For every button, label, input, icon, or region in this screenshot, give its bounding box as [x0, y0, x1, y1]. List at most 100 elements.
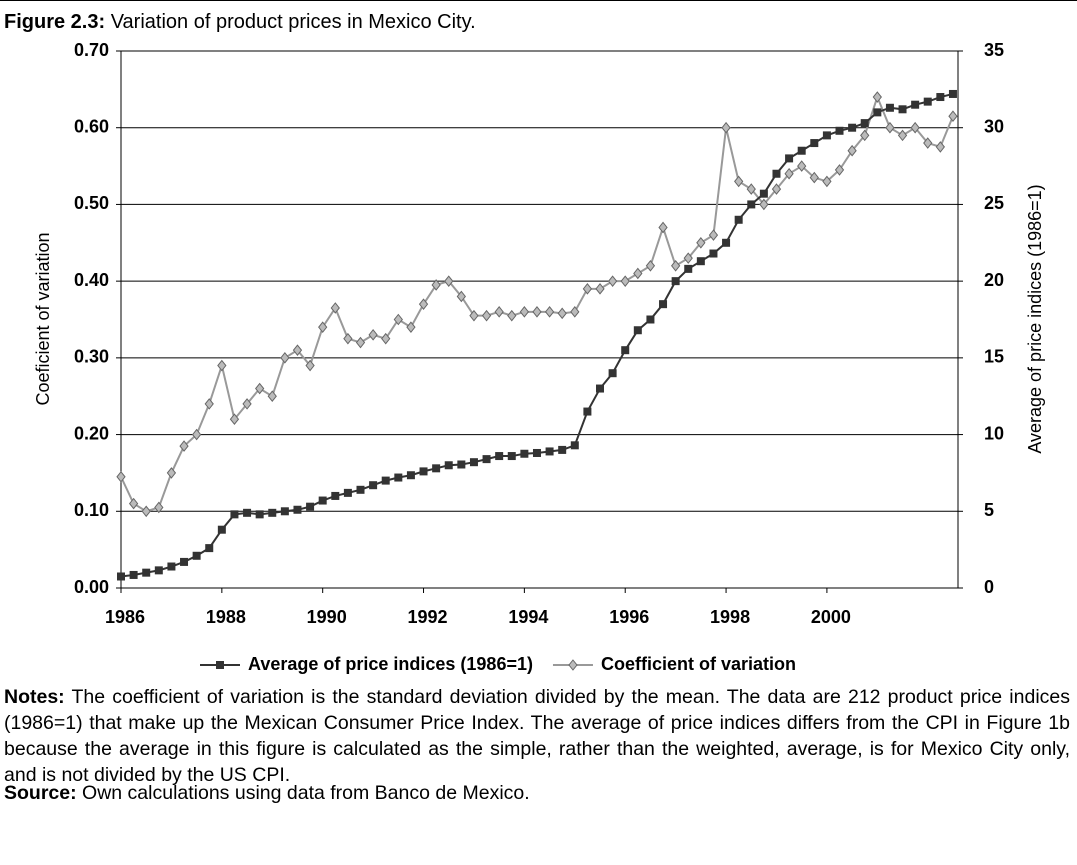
y2-tick-label: 0 — [984, 577, 994, 597]
notes-text: The coefficient of variation is the stan… — [4, 686, 1070, 786]
marker — [456, 290, 466, 303]
marker — [418, 298, 429, 310]
y2-tick-label: 30 — [984, 116, 1004, 136]
marker — [822, 131, 831, 140]
marker — [583, 407, 592, 416]
marker — [243, 508, 252, 517]
marker — [633, 326, 642, 335]
notes: Notes: The coefficient of variation is t… — [4, 684, 1070, 788]
x-tick-label: 1994 — [508, 607, 548, 627]
x-tick-label: 1990 — [307, 607, 347, 627]
marker — [331, 491, 340, 500]
x-tick-label: 1986 — [105, 607, 145, 627]
series-line — [120, 92, 954, 578]
source-label: Source: — [4, 782, 77, 804]
marker — [217, 525, 226, 534]
marker — [646, 315, 655, 324]
marker — [343, 488, 352, 497]
marker — [457, 460, 466, 469]
marker — [532, 448, 541, 457]
y-tick-label: 0.20 — [74, 423, 109, 443]
marker — [709, 249, 718, 258]
marker — [356, 485, 365, 494]
marker — [759, 189, 768, 198]
marker — [696, 236, 706, 249]
marker — [670, 259, 681, 272]
marker — [747, 200, 756, 209]
marker — [280, 352, 290, 364]
marker — [154, 566, 163, 575]
y-tick-label: 0.70 — [74, 40, 109, 60]
marker — [305, 359, 315, 372]
marker — [128, 497, 139, 510]
x-tick-label: 1988 — [206, 607, 246, 627]
marker — [897, 129, 908, 142]
marker — [734, 175, 744, 188]
marker — [368, 329, 378, 341]
marker — [872, 91, 882, 103]
marker — [117, 572, 125, 581]
marker — [381, 332, 391, 345]
marker — [860, 119, 869, 128]
marker — [684, 264, 693, 273]
marker — [785, 154, 794, 163]
marker — [532, 306, 542, 318]
marker — [834, 164, 845, 176]
y-tick-label: 0.60 — [74, 116, 109, 136]
marker — [330, 302, 340, 314]
marker — [293, 505, 302, 514]
marker — [179, 440, 189, 452]
marker — [948, 89, 957, 98]
marker — [394, 473, 403, 482]
legend-label: Coefficient of variation — [601, 654, 796, 674]
marker — [633, 267, 643, 280]
marker — [229, 413, 240, 426]
source: Source: Own calculations using data from… — [4, 782, 530, 805]
y-axis-label: Coeficient of variation — [33, 232, 53, 405]
marker — [166, 467, 177, 479]
marker — [885, 103, 894, 112]
title-text: Variation of product prices in Mexico Ci… — [111, 11, 476, 33]
marker — [230, 510, 239, 519]
marker — [568, 659, 578, 671]
notes-label: Notes: — [4, 686, 65, 708]
marker — [318, 321, 328, 333]
source-text: Own calculations using data from Banco d… — [82, 782, 530, 804]
marker — [116, 470, 126, 483]
marker — [205, 544, 214, 553]
marker — [545, 447, 554, 456]
marker — [847, 144, 857, 157]
y-tick-label: 0.00 — [74, 577, 109, 597]
marker — [608, 369, 617, 378]
marker — [797, 160, 807, 172]
y2-tick-label: 25 — [984, 193, 1004, 213]
marker — [306, 502, 315, 511]
marker — [696, 257, 705, 266]
marker — [923, 137, 933, 149]
chart: Figure 2.3: Variation of product prices … — [4, 11, 1045, 674]
marker — [292, 344, 303, 356]
marker — [217, 359, 227, 372]
marker — [885, 121, 895, 134]
marker — [772, 169, 781, 178]
marker — [242, 398, 252, 410]
marker — [596, 384, 605, 393]
y-tick-label: 0.10 — [74, 500, 109, 520]
marker — [683, 252, 693, 264]
marker — [873, 108, 882, 117]
marker — [406, 471, 415, 480]
marker — [898, 105, 907, 114]
marker — [268, 508, 277, 517]
marker — [809, 171, 819, 184]
marker — [419, 467, 428, 476]
marker — [746, 183, 756, 195]
marker — [722, 238, 731, 247]
marker — [910, 121, 920, 134]
y2-tick-label: 20 — [984, 270, 1004, 290]
marker — [810, 139, 819, 148]
marker — [860, 129, 870, 142]
marker — [482, 455, 491, 464]
marker — [570, 306, 580, 318]
marker — [167, 562, 176, 571]
marker — [759, 198, 769, 211]
